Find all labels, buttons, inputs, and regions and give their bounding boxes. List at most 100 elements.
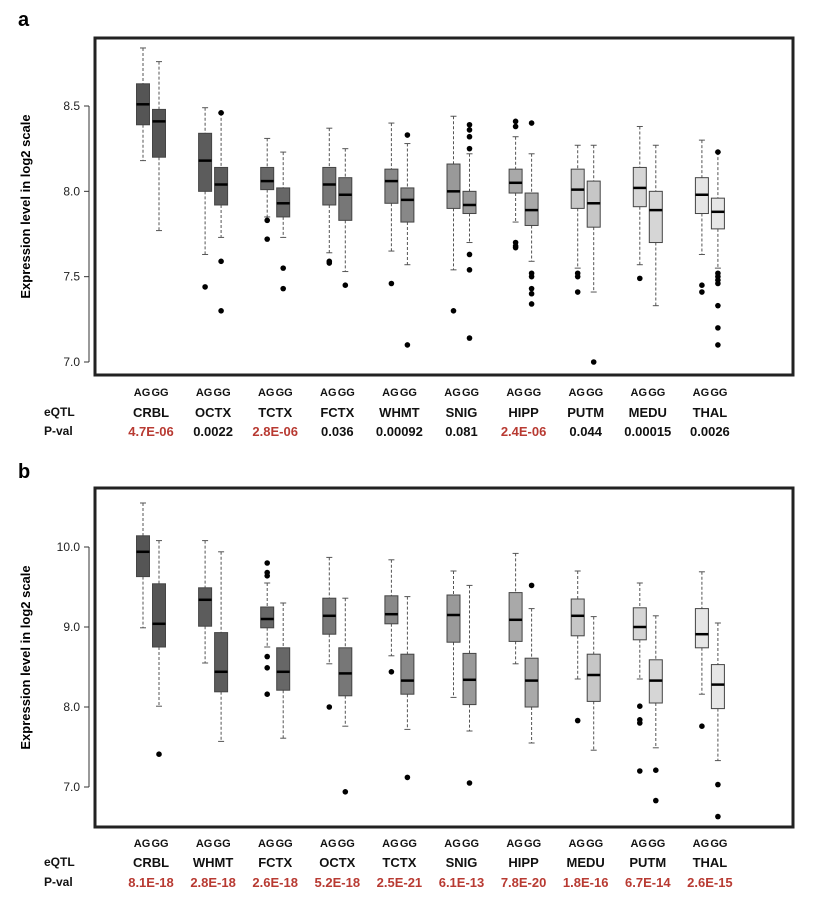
outlier-point <box>715 781 721 788</box>
genotype-label: GG <box>648 387 665 399</box>
p-value: 0.036 <box>321 424 354 439</box>
genotype-label: AG <box>196 387 213 399</box>
box-gg <box>338 597 353 795</box>
genotype-label: AG <box>258 387 275 399</box>
outlier-point <box>590 359 597 365</box>
iqr-box <box>384 168 399 204</box>
genotype-label: AG <box>444 838 461 850</box>
box-ag <box>384 559 399 675</box>
outlier-point <box>218 110 224 116</box>
box-gg <box>586 144 601 365</box>
outlier-point <box>528 290 535 297</box>
box-ag <box>570 144 585 295</box>
box-ag <box>260 560 275 697</box>
outlier-point <box>466 127 473 133</box>
outlier-point <box>326 260 333 266</box>
region-whmt: AG GG WHMT 0.00092 <box>376 122 423 439</box>
iqr-box <box>710 664 725 710</box>
region-name: HIPP <box>508 405 539 420</box>
outlier-point <box>218 308 224 314</box>
genotype-label: AG <box>631 387 648 399</box>
box-ag <box>384 122 399 287</box>
outlier-point <box>528 301 535 307</box>
panel-label: b <box>18 461 30 483</box>
box-gg <box>400 596 415 781</box>
box-gg <box>152 540 166 757</box>
p-value: 2.8E-18 <box>190 875 236 890</box>
box-ag <box>322 127 337 266</box>
region-medu: AG GG MEDU 1.8E-16 <box>563 570 608 890</box>
region-fctx: AG GG FCTX 0.036 <box>320 127 355 439</box>
region-hipp: AG GG HIPP 7.8E-20 <box>501 552 546 890</box>
panel-b: b 7.0 8.0 9.0 10.0 Expression level in log2 s… <box>18 461 795 890</box>
box-gg <box>710 622 725 820</box>
region-name: TCTX <box>382 855 416 870</box>
genotype-label: GG <box>151 387 168 399</box>
outlier-point <box>264 653 271 660</box>
region-tctx: AG GG TCTX 2.5E-21 <box>377 559 423 890</box>
genotype-label: GG <box>462 387 479 399</box>
outlier-point <box>715 149 721 155</box>
region-name: OCTX <box>195 405 231 420</box>
box-gg <box>648 615 663 804</box>
genotype-label: AG <box>506 387 523 399</box>
outlier-point <box>528 273 535 280</box>
y-tick-label: 8.0 <box>63 184 80 198</box>
iqr-box <box>632 607 647 641</box>
outlier-point <box>264 236 271 242</box>
outlier-point <box>699 723 705 729</box>
region-name: PUTM <box>629 855 666 870</box>
plot-frame <box>93 36 795 377</box>
outlier-point <box>342 282 349 289</box>
box-ag <box>694 139 709 295</box>
outlier-point <box>264 573 271 579</box>
outlier-point <box>466 133 473 140</box>
iqr-box <box>276 647 291 691</box>
p-value: 2.5E-21 <box>377 875 423 890</box>
outlier-point <box>404 342 411 348</box>
genotype-label: AG <box>382 838 399 850</box>
iqr-box <box>508 168 523 194</box>
p-value: 8.1E-18 <box>128 875 174 890</box>
genotype-label: GG <box>214 387 231 399</box>
pval-row-label: P-val <box>44 875 73 889</box>
outlier-point <box>637 768 643 774</box>
iqr-box <box>152 108 166 158</box>
genotype-label: GG <box>586 838 603 850</box>
outlier-point <box>653 767 659 773</box>
box-gg <box>276 151 291 292</box>
iqr-box <box>214 632 229 693</box>
genotype-label: GG <box>462 838 479 850</box>
region-name: THAL <box>693 405 728 420</box>
outlier-point <box>637 703 643 709</box>
iqr-box <box>508 592 523 642</box>
outlier-point <box>574 717 581 724</box>
iqr-box <box>400 653 415 695</box>
outlier-point <box>699 282 705 289</box>
p-value: 0.0026 <box>690 424 730 439</box>
p-value: 6.7E-14 <box>625 875 671 890</box>
genotype-label: AG <box>320 838 337 850</box>
genotype-label: AG <box>134 387 151 399</box>
outlier-point <box>637 275 643 282</box>
region-putm: AG GG PUTM 6.7E-14 <box>625 582 671 890</box>
iqr-box <box>524 657 539 708</box>
outlier-point <box>264 217 271 224</box>
iqr-box <box>648 190 663 244</box>
genotype-label: AG <box>258 838 275 850</box>
box-ag <box>322 556 337 710</box>
box-gg <box>648 144 663 307</box>
y-tick-label: 7.0 <box>63 355 80 369</box>
box-gg <box>524 120 539 307</box>
p-value: 5.2E-18 <box>315 875 361 890</box>
y-axis-label: Expression level in log2 scale <box>18 114 33 298</box>
box-gg <box>400 132 415 348</box>
outlier-point <box>326 704 333 710</box>
iqr-box <box>694 608 709 649</box>
outlier-point <box>404 132 411 138</box>
iqr-box <box>462 190 477 215</box>
box-gg <box>586 616 601 751</box>
genotype-label: GG <box>586 387 603 399</box>
outlier-point <box>466 780 473 786</box>
genotype-label: AG <box>693 387 710 399</box>
